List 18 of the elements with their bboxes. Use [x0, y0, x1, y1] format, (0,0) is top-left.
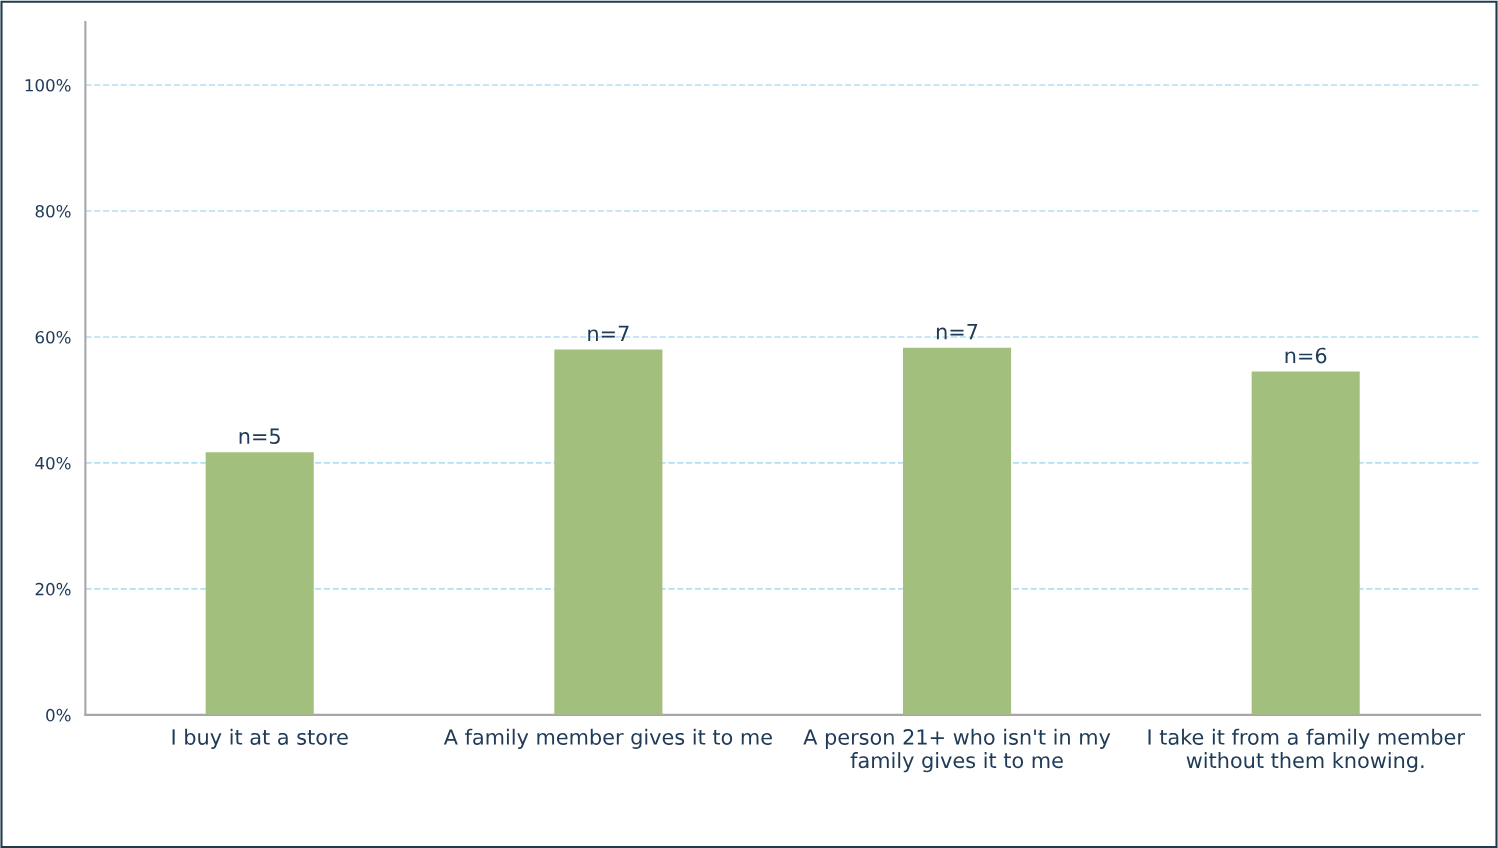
y-tick-label: 0%	[46, 708, 71, 722]
x-tick-label: A person 21+ who isn't in my family gives it to me	[803, 728, 1111, 773]
bar	[554, 349, 663, 715]
y-tick-label: 100%	[25, 78, 71, 92]
x-tick-label: I take it from a family member without them knowing.	[1148, 728, 1465, 773]
bar	[205, 452, 314, 715]
annotation: n=5	[239, 428, 280, 445]
y-tick-label: 80%	[35, 204, 71, 218]
bar	[1251, 371, 1360, 715]
annotation: n=7	[588, 325, 629, 342]
y-tick-label: 20%	[35, 582, 71, 596]
x-tick-label: A family member gives it to me	[443, 728, 772, 749]
x-tick-label: I buy it at a store	[172, 728, 348, 749]
annotation: n=6	[1285, 347, 1327, 364]
y-tick-label: 60%	[35, 330, 71, 344]
bar	[902, 347, 1012, 715]
y-tick-label: 40%	[35, 456, 71, 470]
annotation: n=7	[936, 323, 978, 340]
